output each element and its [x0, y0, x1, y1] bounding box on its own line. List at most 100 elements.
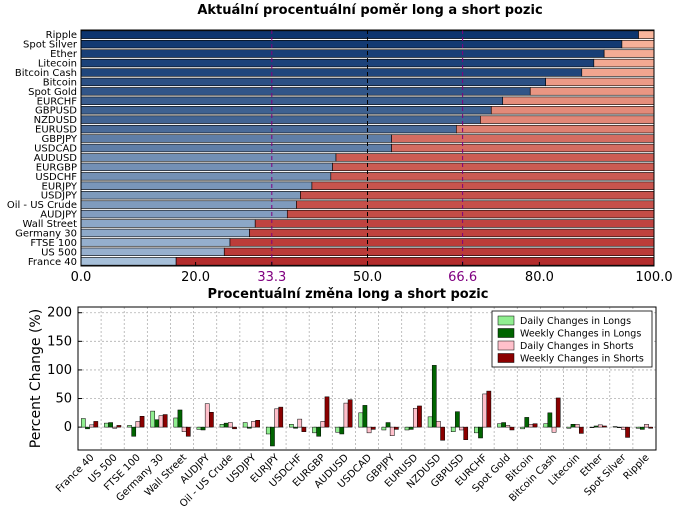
change-bar	[427, 416, 433, 428]
change-bar	[450, 426, 456, 432]
long-bar	[80, 106, 492, 115]
short-bar	[391, 134, 655, 143]
short-bar	[175, 257, 655, 266]
change-bar	[104, 422, 109, 428]
change-bar	[404, 426, 410, 431]
long-bar	[80, 143, 392, 153]
change-bar	[482, 393, 488, 428]
category-label: EURCHF	[37, 96, 78, 107]
long-bar	[80, 39, 623, 49]
category-label: USDCHF	[35, 172, 77, 183]
category-label: Germany 30	[15, 228, 77, 239]
change-bar	[255, 420, 260, 428]
long-bar	[80, 30, 639, 39]
change-bar	[204, 403, 210, 428]
long-bar	[80, 219, 256, 228]
change-bar	[625, 426, 630, 438]
change-bar	[347, 399, 353, 428]
change-bar	[265, 426, 271, 435]
y-tick-label: 200	[47, 306, 72, 321]
change-bar	[339, 426, 345, 435]
y-tick-label: 100	[47, 363, 72, 378]
category-label: EURGBP	[36, 162, 77, 173]
long-bar	[80, 228, 250, 238]
change-bar	[131, 426, 137, 437]
change-bar	[358, 412, 364, 428]
change-bar	[150, 410, 156, 428]
short-bar	[593, 58, 655, 68]
long-bar	[80, 77, 547, 87]
change-bar	[597, 424, 603, 428]
category-label: France 40	[28, 257, 77, 268]
change-bar	[219, 424, 225, 428]
chart2-frame	[77, 306, 657, 451]
x-tick-label: 66.6	[448, 270, 477, 285]
long-bar	[80, 115, 481, 124]
x-tick-label: 0.0	[71, 270, 92, 285]
category-label: NZDUSD	[34, 115, 78, 126]
change-bar	[108, 422, 113, 428]
change-bar	[320, 421, 326, 428]
short-bar	[529, 87, 655, 96]
category-label: FTSE 100	[30, 238, 77, 249]
short-bar	[603, 49, 655, 58]
short-bar	[335, 153, 655, 162]
y-tick-label: 150	[47, 334, 72, 349]
change-bar	[593, 425, 599, 428]
change-bar	[139, 416, 145, 428]
category-label: Oil - US Crude	[7, 200, 77, 211]
short-bar	[330, 172, 655, 181]
change-bar	[474, 426, 479, 434]
change-bar	[200, 426, 206, 431]
change-bar	[366, 426, 372, 434]
long-bar	[80, 134, 392, 143]
x-tick-label: 100.0	[635, 270, 672, 285]
legend-swatch	[497, 353, 515, 363]
change-bar	[547, 412, 553, 428]
legend-swatch	[497, 315, 515, 326]
long-bar	[80, 257, 177, 266]
category-label: EURJPY	[42, 181, 78, 192]
category-label: Bitcoin Cash	[15, 68, 77, 79]
short-bar	[456, 124, 655, 134]
change-bar	[154, 419, 160, 428]
long-bar	[80, 209, 288, 219]
change-bar	[293, 426, 298, 429]
long-bar	[80, 68, 583, 77]
short-bar	[296, 200, 655, 209]
category-label: Spot Silver	[23, 40, 78, 51]
change-bar	[301, 426, 307, 432]
short-bar	[229, 238, 655, 247]
change-bar	[362, 405, 368, 428]
change-bar	[505, 425, 511, 428]
change-bar	[270, 426, 275, 447]
change-bar	[459, 426, 464, 431]
change-bar	[324, 396, 330, 428]
x-tick-label: 33.3	[257, 270, 286, 285]
change-bar	[196, 426, 202, 430]
category-label: AUDUSD	[34, 153, 78, 164]
change-bar	[570, 424, 576, 428]
long-bar	[80, 58, 595, 68]
legend-label: Daily Changes in Longs	[520, 316, 631, 327]
category-label: Litecoin	[38, 59, 77, 70]
y-tick-label: 0	[64, 420, 72, 435]
short-bar	[300, 191, 655, 200]
change-bar	[232, 426, 237, 430]
short-bar	[502, 96, 655, 105]
change-bar	[389, 426, 395, 436]
long-bar	[80, 172, 332, 181]
change-bar	[127, 425, 132, 428]
change-bar	[431, 365, 437, 428]
change-bar	[509, 426, 515, 431]
change-bar	[112, 426, 118, 429]
short-bar	[638, 30, 655, 39]
change-bar	[246, 426, 252, 429]
long-bar	[80, 162, 333, 172]
change-bar	[394, 426, 399, 430]
short-bar	[490, 106, 655, 115]
legend-label: Weekly Changes in Longs	[520, 329, 641, 340]
change-bar	[274, 408, 279, 428]
change-bar	[612, 426, 618, 428]
